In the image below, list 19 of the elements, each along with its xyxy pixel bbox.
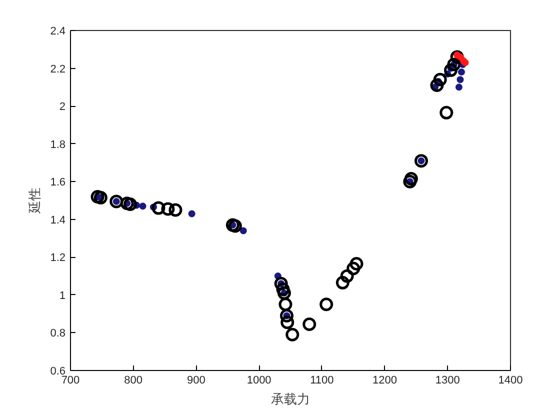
x-axis-title: 承载力 (271, 392, 310, 406)
y-tick-label: 1.4 (50, 214, 66, 226)
x-tick-label: 900 (187, 374, 206, 386)
y-axis-title: 延性 (27, 188, 42, 214)
y-tick-label: 2.2 (50, 63, 66, 76)
x-tick-label: 800 (124, 374, 143, 386)
x-tick-label: 1400 (498, 374, 523, 386)
y-tick-label: 1.8 (50, 138, 66, 151)
y-tick-label: 1.2 (50, 252, 66, 264)
x-tick-label: 1100 (310, 374, 334, 386)
y-tick-label: 0.8 (50, 328, 66, 340)
y-tick-label: 2 (59, 101, 66, 114)
x-tick-label: 1300 (435, 374, 460, 386)
y-tick-label: 2.4 (50, 26, 66, 38)
y-tick-label: 1 (59, 290, 66, 302)
y-tick-label: 1.6 (50, 176, 66, 189)
x-tick-label: 1000 (246, 374, 272, 386)
x-tick-label: 700 (61, 374, 80, 386)
x-tick-label: 1200 (372, 374, 398, 386)
